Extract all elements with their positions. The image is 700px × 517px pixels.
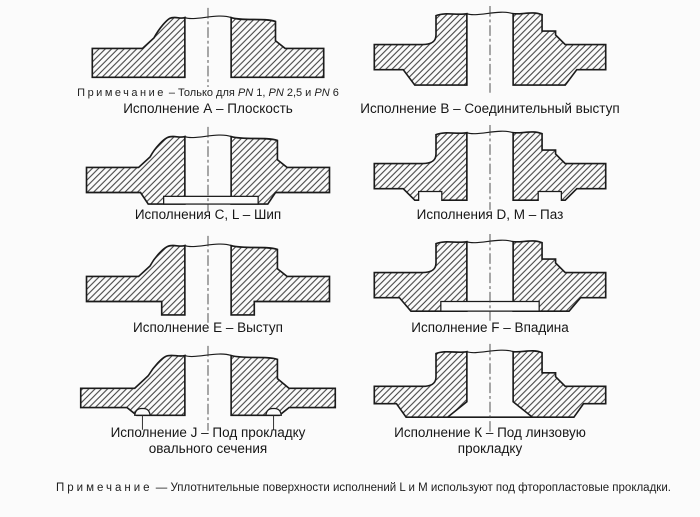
figure-dm-groove-right [537, 190, 562, 201]
figure-cl-tongue [163, 195, 259, 205]
figure-j-break-line [184, 353, 232, 358]
figure-f-caption: Исполнение F – Впадина [411, 319, 569, 335]
figure-e-section-left [85, 244, 186, 316]
figure-b-section-left [373, 12, 468, 86]
figure-f: Исполнение F – Впадина [350, 234, 700, 350]
figure-b-break-line [466, 11, 514, 16]
figure-a: Примечание – Только для PN 1, PN 2,5 и P… [0, 0, 350, 130]
figure-j-caption: Исполнение J – Под прокладку овального с… [110, 424, 306, 457]
figure-e: Исполнение Е – Выступ [0, 235, 350, 350]
flange-section-drawing-e [85, 235, 331, 323]
figure-k-break-line [466, 349, 514, 354]
figure-f-break-line [466, 239, 514, 244]
figure-dm-caption: Исполнения D, M – Паз [416, 206, 564, 222]
flange-section-drawing-f [373, 234, 607, 321]
figure-j-groove-axis-lines [141, 415, 275, 430]
flange-section-drawing-cl [85, 126, 331, 212]
figure-a-section-left [91, 16, 186, 79]
flange-section-drawing-a [91, 7, 325, 87]
figure-cl-break-line [184, 134, 232, 139]
figure-cl-section-left [85, 135, 186, 205]
figure-b-section-right [512, 12, 607, 86]
figure-dm-break-line [466, 130, 514, 135]
figure-j: Исполнение J – Под прокладку овального с… [0, 345, 350, 472]
figure-j-section-left [79, 354, 186, 417]
figure-a-note: Примечание – Только для PN 1, PN 2,5 и P… [77, 86, 339, 99]
figure-dm: Исполнения D, M – Паз [350, 125, 700, 240]
figure-f-section-left [373, 240, 468, 312]
figure-k-section-left [373, 350, 468, 419]
figure-j-section-right [230, 354, 337, 417]
figure-a-caption: Исполнение А – Плоскость [123, 100, 293, 116]
figure-cl-section-right [230, 135, 331, 205]
figures-grid: Примечание – Только для PN 1, PN 2,5 и P… [0, 0, 700, 472]
figure-k-caption: Исполнение К – Под линзовую прокладку [394, 424, 586, 457]
figure-e-caption: Исполнение Е – Выступ [133, 319, 283, 335]
figure-dm-groove-left [418, 190, 443, 201]
flange-section-drawing-dm [373, 125, 607, 210]
flange-section-drawing-b [373, 6, 607, 93]
figure-j-oval-groove-right [265, 407, 283, 416]
figure-j-oval-groove-left [133, 407, 151, 416]
figure-k-section-right [512, 350, 607, 419]
figure-dm-section-left [373, 131, 468, 202]
figure-b-caption: Исполнение В – Соединительный выступ [360, 100, 620, 116]
figure-k: Исполнение К – Под линзовую прокладку [350, 343, 700, 472]
footnote: Примечание — Уплотнительные поверхности … [56, 482, 671, 494]
figure-e-section-right [230, 244, 331, 316]
figure-b: Исполнение В – Соединительный выступ [350, 0, 700, 130]
figure-cl-caption: Исполнения C, L – Шип [134, 206, 282, 222]
flange-section-drawing-k [373, 343, 607, 433]
figure-f-section-right [512, 240, 607, 312]
figure-e-break-line [184, 243, 232, 248]
figure-a-break-line [184, 15, 232, 20]
flange-section-drawing-j [79, 345, 337, 431]
figure-dm-section-right [512, 131, 607, 202]
figure-cl: Исполнения C, L – Шип [0, 126, 350, 240]
figure-a-section-right [230, 16, 325, 79]
